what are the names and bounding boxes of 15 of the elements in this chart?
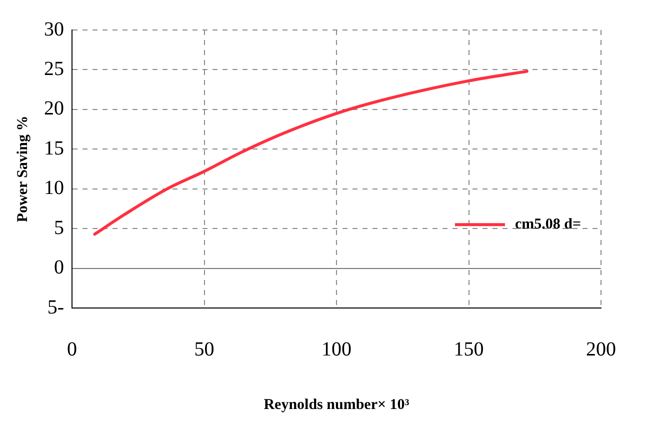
x-tick-label: 150 xyxy=(454,338,484,360)
y-axis-title: Power Saving % xyxy=(14,116,31,222)
x-tick-label: 200 xyxy=(586,338,616,360)
y-tick-label: 10 xyxy=(44,177,64,200)
x-axis-title: Reynolds number× 10³ xyxy=(264,396,410,413)
y-tick-label: 5 xyxy=(54,216,64,239)
y-tick-label: 25 xyxy=(44,58,64,80)
y-tick-label: 0 xyxy=(54,256,64,279)
legend-label: cm5.08 d= xyxy=(514,216,582,232)
y-tick-label: 20 xyxy=(44,98,64,120)
y-tick-label: 30 xyxy=(44,18,64,40)
y-tick-label: 5- xyxy=(47,296,64,318)
x-tick-label: 50 xyxy=(194,338,214,360)
x-tick-label: 100 xyxy=(322,338,352,360)
y-tick-label: 15 xyxy=(44,137,64,160)
